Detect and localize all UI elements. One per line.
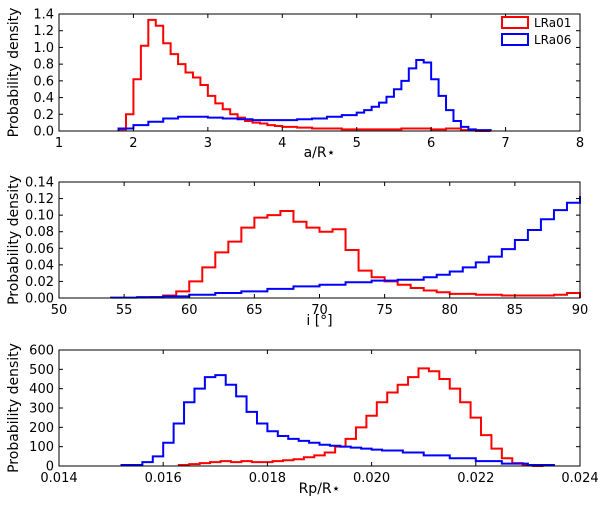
y-tick-label: 0.06	[25, 242, 54, 257]
y-tick-label: 0.0	[33, 125, 54, 140]
x-tick-label: 65	[246, 303, 263, 318]
x-tick-label: 4	[278, 136, 286, 151]
x-tick-label: 80	[441, 303, 458, 318]
x-tick-label: 0.022	[457, 471, 494, 486]
y-axis-label: Probability density	[6, 8, 22, 138]
x-tick-label: 0.020	[353, 471, 390, 486]
y-tick-label: 300	[29, 402, 54, 417]
legend-label-lra06: LRa06	[534, 33, 571, 47]
chart-panel-1: 1 2 3 4 5 6 7 8 0.0 0.2 0.4 0.60.8 1.0 1.21.4 a/R⋆ Prob…	[6, 8, 584, 162]
legend-swatch-lra01	[501, 16, 529, 29]
y-axis-label: Probability density	[6, 343, 22, 473]
x-tick-label: 60	[181, 303, 198, 318]
x-tick-label: 85	[507, 303, 524, 318]
y-tick-label: 500	[29, 363, 54, 378]
chart-panel-3: 0.014 0.016 0.018 0.020 0.022 0.024 0 100 200 300…	[6, 343, 599, 497]
x-tick-label: 6	[427, 136, 435, 151]
x-tick-label: 5	[353, 136, 361, 151]
x-tick-label: 0.014	[40, 471, 77, 486]
legend: LRa01 LRa06	[501, 16, 571, 47]
x-tick-label: 8	[576, 136, 584, 151]
y-tick-label: 0.14	[25, 176, 54, 191]
series-lra01-line	[149, 210, 581, 299]
chart-panel-2: 50 55 60 65 70 75 80 85 900.000.020.040.060.080.…	[6, 175, 588, 329]
y-tick-label: 0	[46, 460, 54, 475]
y-tick-label: 0.08	[25, 225, 54, 240]
x-tick-label: 1	[55, 136, 63, 151]
y-tick-label: 1.2	[33, 24, 54, 39]
y-tick-label: 0.02	[25, 275, 54, 290]
y-tick-label: 0.00	[25, 292, 54, 307]
x-tick-label: 70	[311, 303, 328, 318]
x-tick-label: 0.016	[145, 471, 182, 486]
x-tick-label: 7	[501, 136, 509, 151]
x-axis-label: a/R⋆	[304, 145, 336, 161]
y-tick-label: 600	[29, 344, 54, 359]
axes-frame	[58, 181, 581, 299]
y-tick-label: 0.4	[33, 91, 54, 106]
series-lra06-line	[120, 374, 555, 467]
x-tick-label: 0.024	[561, 471, 598, 486]
series-lra01-line	[117, 18, 491, 132]
y-tick-label: 1.0	[33, 41, 54, 56]
y-tick-label: 0.8	[33, 58, 54, 73]
y-tick-label: 0.2	[33, 108, 54, 123]
y-tick-label: 100	[29, 440, 54, 455]
y-tick-label: 0.6	[33, 74, 54, 89]
x-tick-label: 75	[376, 303, 393, 318]
x-tick-label: 0.018	[249, 471, 286, 486]
x-tick-label: 55	[116, 303, 133, 318]
x-axis-label: i [°]	[306, 313, 332, 329]
legend-swatch-lra06	[501, 33, 529, 46]
y-tick-label: 0.04	[25, 258, 54, 273]
x-tick-label: 3	[204, 136, 212, 151]
x-tick-label: 2	[129, 136, 137, 151]
x-axis-label: Rp/R⋆	[299, 481, 341, 497]
series-lra01-line	[177, 367, 544, 467]
y-tick-label: 0.10	[25, 209, 54, 224]
y-axis-label: Probability density	[6, 175, 22, 305]
y-tick-label: 0.12	[25, 192, 54, 207]
y-tick-label: 200	[29, 421, 54, 436]
x-tick-label: 90	[572, 303, 589, 318]
series-lra06-line	[117, 58, 492, 132]
axes-frame	[58, 13, 581, 132]
y-tick-label: 1.4	[33, 8, 54, 23]
legend-label-lra01: LRa01	[534, 16, 571, 30]
series-lra06-line	[110, 196, 581, 299]
x-tick-label: 50	[51, 303, 68, 318]
y-tick-label: 400	[29, 382, 54, 397]
